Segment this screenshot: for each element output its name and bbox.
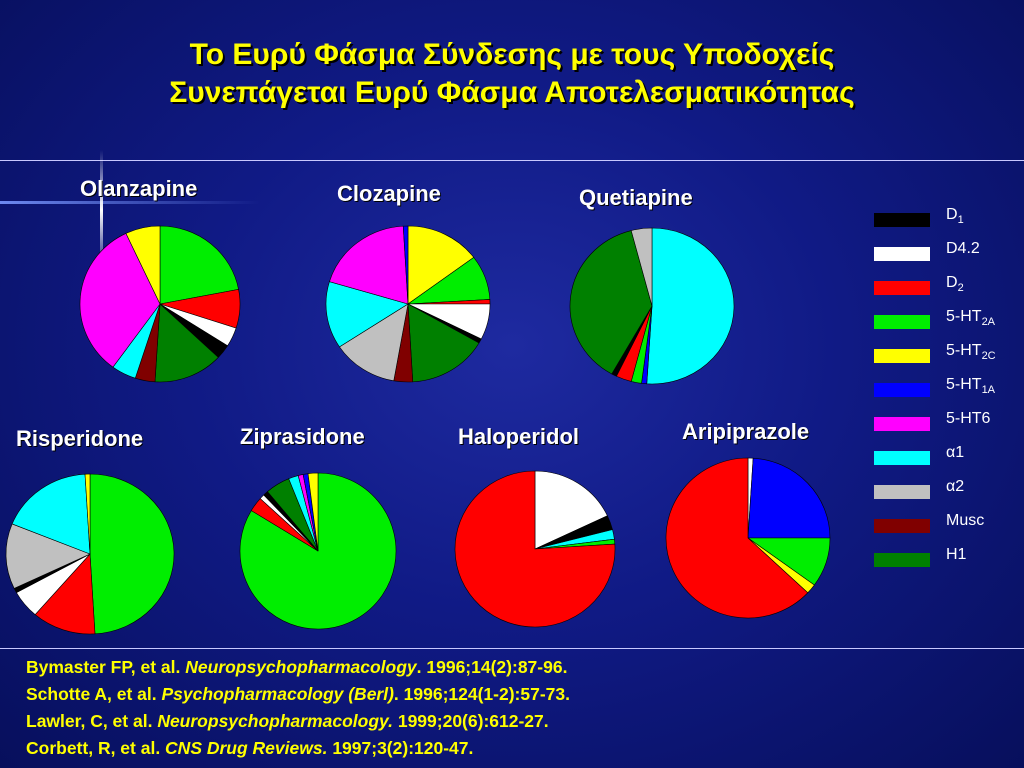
legend-swatch [874,451,930,465]
pie-slice-α1 [325,281,409,348]
legend-swatch [874,553,930,567]
pie-slice-α2 [339,303,409,382]
chart-title-olanzapine: Olanzapine [80,176,198,201]
pie-clozapine [325,225,491,383]
legend-swatch [874,247,930,261]
pie-slice-5-HT2C [84,473,91,555]
pie-ziprasidone [239,472,397,630]
chart-title-aripiprazole: Aripiprazole [682,419,810,444]
pie-slice-H1 [569,230,653,375]
legend-label: 5-HT6 [946,410,991,427]
pie-slice-5-HT6 [79,233,161,368]
bottom-divider [0,648,1024,649]
pie-slice-D2 [454,470,616,628]
chart-title-risperidone: Risperidone [16,426,144,451]
legend-swatch [874,519,930,533]
pie-slice-5-HT1A [402,225,409,305]
legend-swatch [874,213,930,227]
pie-slice-5-HT2A [159,225,239,305]
legend-label: 5-HT2A [946,308,996,329]
pie-slice-H1 [407,303,480,383]
chart-title-clozapine: Clozapine [337,181,441,206]
pie-aripiprazole [665,457,831,619]
pie-slice-5-HT6 [329,225,409,305]
pie-slice-α2 [630,227,653,307]
chart-title-haloperidol: Haloperidol [458,424,580,449]
chart-title-quetiapine: Quetiapine [579,185,693,210]
legend-label: 5-HT1A [946,376,996,397]
legend-label: D1 [946,206,964,227]
reference-line: Schotte A, et al. Psychopharmacology (Be… [26,684,570,704]
slide-title: Το Ευρύ Φάσμα Σύνδεσης με τους Υποδοχείς… [0,36,1024,112]
pie-slice-D2 [34,553,96,635]
title-line-1: Το Ευρύ Φάσμα Σύνδεσης με τους Υποδοχείς [189,38,835,71]
legend-swatch [874,383,930,397]
legend-swatch [874,349,930,363]
pie-slice-D4.2 [534,470,608,550]
legend-label: D2 [946,274,964,295]
pie-haloperidol [454,470,616,628]
legend-swatch [874,417,930,431]
pie-slice-5-HT2C [307,472,319,552]
pie-slice-5-HT2C [407,225,475,305]
legend-swatch [874,315,930,329]
pie-slice-α1 [11,473,91,555]
pie-risperidone [5,473,175,635]
reference-line: Corbett, R, et al. CNS Drug Reviews. 199… [26,738,474,758]
references: Bymaster FP, et al. Neuropsychopharmacol… [26,654,570,762]
top-divider [0,160,1024,161]
pie-slice-5-HT2A [89,473,175,635]
legend-label: Musc [946,512,985,529]
pie-slice-α2 [5,523,91,589]
legend-label: α2 [946,478,965,495]
reference-line: Bymaster FP, et al. Neuropsychopharmacol… [26,657,568,677]
title-line-2: Συνεπάγεται Ευρύ Φάσμα Αποτελεσματικότητ… [169,76,855,109]
pie-olanzapine [79,225,241,383]
legend-swatch [874,281,930,295]
legend-label: H1 [946,546,967,563]
legend-label: 5-HT2C [946,342,996,363]
pie-quetiapine [569,227,735,385]
pie-slice-5-HT2C [125,225,161,305]
pie-slice-H1 [154,303,219,383]
legend-label: D4.2 [946,240,980,257]
pie-slice-α1 [646,227,735,385]
legend-swatch [874,485,930,499]
legend-label: α1 [946,444,965,461]
reference-line: Lawler, C, et al. Neuropsychopharmacolog… [26,711,549,731]
decorative-glow-horizontal [0,201,260,204]
pie-slice-5-HT2A [239,472,397,630]
pie-slice-D2 [665,457,809,619]
chart-title-ziprasidone: Ziprasidone [240,424,365,449]
decorative-glow-vertical [100,150,103,270]
pie-slice-5-HT1A [747,457,831,539]
